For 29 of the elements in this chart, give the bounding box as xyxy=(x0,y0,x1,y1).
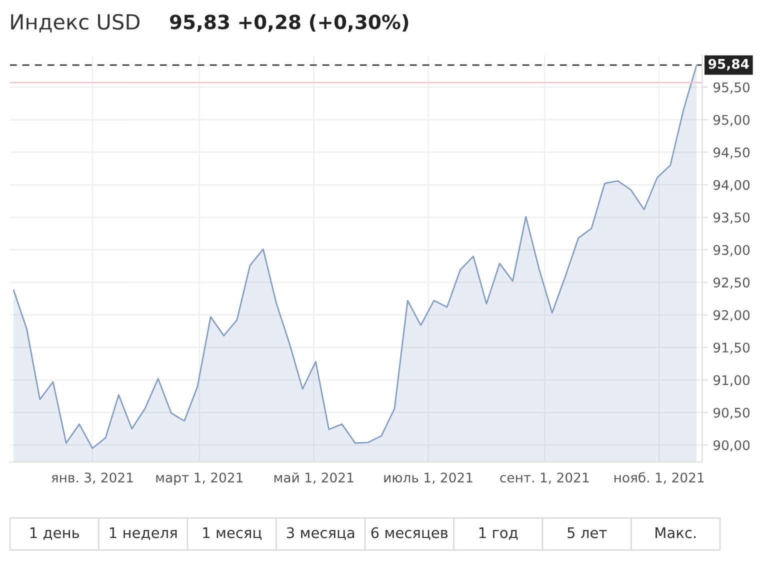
text: 1 неделя xyxy=(110,527,177,540)
y-tick-label: 95,00 xyxy=(713,114,750,126)
x-tick-label: июль 1, 2021 xyxy=(384,472,472,484)
x-tick-label: сент. 1, 2021 xyxy=(500,472,589,484)
text: 5 лет xyxy=(568,527,607,538)
text: 1 день xyxy=(30,527,80,540)
text: 3 месяца xyxy=(286,527,354,540)
y-tick-label: 95,50 xyxy=(713,82,750,94)
x-tick-label: нояб. 1, 2021 xyxy=(614,472,704,484)
x-tick-label: март 1, 2021 xyxy=(156,472,242,486)
text: 1 месяц xyxy=(203,527,262,540)
y-tick-label: 93,50 xyxy=(713,212,750,224)
text: Макс. xyxy=(656,527,696,538)
ref-line-label: 95,84 xyxy=(708,58,749,71)
x-tick-label: май 1, 2021 xyxy=(274,472,354,484)
y-tick-label: 90,00 xyxy=(713,440,750,452)
y-tick-label: 94,00 xyxy=(713,180,750,192)
text: 6 месяцев xyxy=(371,527,448,540)
chart-title: Индекс USD xyxy=(11,14,140,32)
y-tick-label: 91,00 xyxy=(713,375,750,386)
y-tick-label: 91,50 xyxy=(713,342,750,354)
y-tick-label: 94,50 xyxy=(713,147,750,159)
x-tick-label: янв. 3, 2021 xyxy=(52,472,133,484)
y-tick-label: 92,00 xyxy=(713,310,750,322)
text: 1 год xyxy=(479,527,518,540)
y-tick-label: 93,00 xyxy=(713,245,750,256)
chart-subtitle: 95,83 +0,28 (+0,30%) xyxy=(170,14,408,32)
y-tick-label: 90,50 xyxy=(713,408,750,420)
y-tick-label: 92,50 xyxy=(713,278,750,289)
